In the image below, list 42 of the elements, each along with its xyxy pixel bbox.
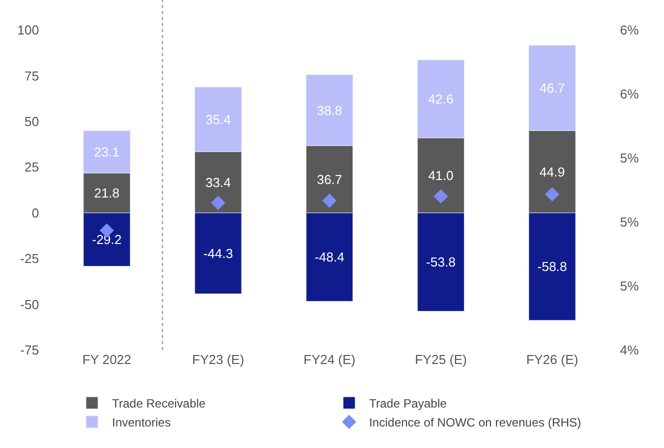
x-tick-label: FY23 (E) — [192, 352, 244, 367]
data-label: -44.3 — [203, 246, 233, 261]
y-tick-label: 50 — [24, 114, 39, 129]
y-tick-label: 100 — [17, 22, 39, 38]
x-tick-label: FY 2022 — [82, 352, 132, 367]
x-tick-label: FY24 (E) — [303, 352, 356, 367]
legend-label: Incidence of NOWC on revenues (RHS) — [369, 416, 582, 430]
x-tick-label: FY25 (E) — [414, 352, 467, 367]
legend-label: Trade Payable — [369, 396, 448, 411]
data-label: -29.2 — [92, 232, 122, 248]
data-label: 38.8 — [316, 102, 342, 118]
point — [211, 196, 226, 210]
y-tick-label: 0 — [32, 205, 39, 220]
data-label: 36.7 — [316, 172, 342, 187]
data-label: 42.6 — [428, 91, 454, 106]
data-label: 46.7 — [540, 80, 565, 96]
point — [322, 194, 337, 208]
x-tick-label: FY26 (E) — [526, 352, 578, 367]
legend-label: Inventories — [112, 416, 171, 430]
point — [434, 189, 448, 204]
y2-tick-label: 4% — [620, 342, 640, 358]
data-label: 44.9 — [540, 164, 565, 180]
y-tick-label: -25 — [20, 251, 39, 266]
data-label: 33.4 — [206, 174, 231, 190]
y-tick-label: -50 — [20, 296, 39, 312]
data-label: -58.8 — [537, 259, 568, 274]
data-label: 21.8 — [94, 185, 120, 200]
y-tick-label: -75 — [20, 342, 39, 358]
y2-tick-label: 6% — [620, 86, 640, 102]
y2-tick-label: 5% — [620, 214, 640, 230]
data-label: 41.0 — [428, 168, 454, 183]
y2-tick-label: 5% — [620, 278, 640, 294]
point — [545, 187, 560, 202]
legend-label: Trade Receivable — [112, 396, 206, 411]
y-tick-label: 25 — [24, 160, 39, 175]
data-label: 23.1 — [94, 144, 120, 160]
data-label: -48.4 — [314, 250, 344, 265]
y2-tick-label: 5% — [620, 150, 640, 166]
y-tick-label: 75 — [24, 68, 39, 84]
data-label: -53.8 — [426, 254, 456, 270]
data-label: 35.4 — [206, 112, 231, 127]
y2-tick-label: 6% — [620, 22, 640, 38]
